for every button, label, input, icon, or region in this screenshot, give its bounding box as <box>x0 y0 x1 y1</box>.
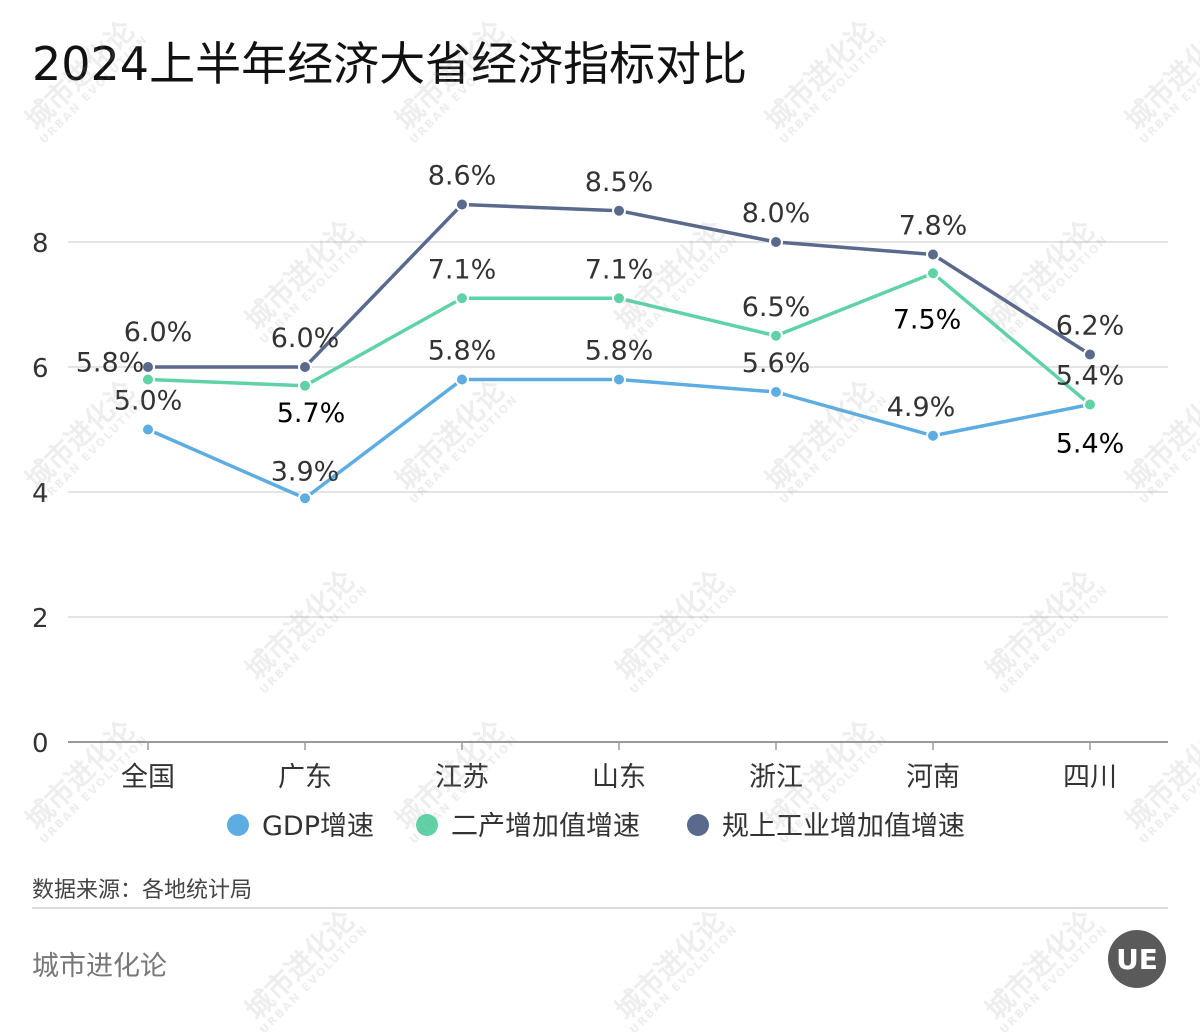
data-label-series-1: 5.0% <box>114 386 183 417</box>
data-point-series-3 <box>141 360 155 374</box>
legend-marker-1 <box>227 814 249 836</box>
data-point-series-3 <box>1083 347 1097 362</box>
data-label-series-1: 5.4% <box>1056 361 1125 392</box>
data-label-series-2: 5.7% <box>277 398 346 429</box>
legend-marker-2 <box>416 814 438 836</box>
legend-label-2: 二产增加值增速 <box>451 811 640 842</box>
data-point-series-2 <box>769 328 783 343</box>
data-label-series-3: 7.8% <box>899 211 968 242</box>
data-point-series-3 <box>769 235 783 249</box>
watermark-text: 城市进化论 URBAN EVOLUTION <box>978 904 1112 1036</box>
line-chart: 0 2 4 6 8 全国 广东 江苏 山东 浙江 河南 四川 5.0% 3.9% 5.8% 5.8% 5.6% 4… <box>32 161 1168 842</box>
data-point-series-1 <box>612 372 626 387</box>
x-tick-label: 全国 <box>121 762 175 793</box>
data-point-series-1 <box>298 491 312 506</box>
x-tick-label: 山东 <box>592 762 646 793</box>
data-point-series-3 <box>926 247 940 262</box>
data-point-series-1 <box>926 428 940 443</box>
y-tick-label: 0 <box>32 729 49 759</box>
brand-name: 城市进化论 <box>32 951 167 982</box>
data-point-series-3 <box>298 360 312 374</box>
watermark-text: 城市进化论 URBAN EVOLUTION <box>238 904 372 1036</box>
data-point-series-2 <box>612 291 626 306</box>
data-label-series-3: 6.0% <box>124 317 193 348</box>
data-point-series-1 <box>455 372 469 387</box>
data-point-series-1 <box>141 422 155 437</box>
watermark-text: 城市进化论 URBAN EVOLUTION <box>608 904 742 1036</box>
data-label-series-2: 5.8% <box>76 348 145 379</box>
data-point-series-3 <box>612 203 626 218</box>
legend-marker-3 <box>687 814 709 836</box>
data-label-series-3: 6.2% <box>1056 311 1125 342</box>
data-label-series-2: 7.1% <box>428 254 497 285</box>
y-tick-label: 8 <box>32 229 49 259</box>
data-label-series-3: 8.6% <box>428 161 497 192</box>
data-source-note: 数据来源：各地统计局 <box>32 878 253 903</box>
legend-label-3: 规上工业增加值增速 <box>722 811 965 842</box>
data-label-series-1: 4.9% <box>887 392 956 423</box>
data-label-series-2: 5.4% <box>1056 429 1125 460</box>
data-point-series-2 <box>455 291 469 306</box>
data-label-series-2: 7.1% <box>585 254 654 285</box>
x-tick-label: 江苏 <box>435 762 489 793</box>
data-label-series-3: 6.0% <box>271 323 340 354</box>
data-label-series-1: 5.6% <box>742 348 811 379</box>
x-tick-label: 浙江 <box>749 762 803 793</box>
data-point-series-1 <box>769 385 783 399</box>
x-tick-label: 四川 <box>1063 762 1117 793</box>
data-point-series-2 <box>298 378 312 393</box>
data-label-series-2: 7.5% <box>893 304 962 335</box>
footer-divider <box>32 907 1168 909</box>
legend-label-1: GDP增速 <box>262 811 374 842</box>
x-tick-label: 广东 <box>278 762 332 793</box>
chart-title: 2024上半年经济大省经济指标对比 <box>32 37 748 91</box>
data-point-series-2 <box>926 266 940 281</box>
data-label-series-1: 5.8% <box>585 336 654 367</box>
data-label-series-1: 5.8% <box>428 336 497 367</box>
data-label-series-1: 3.9% <box>271 456 340 487</box>
y-tick-label: 2 <box>32 604 49 634</box>
y-tick-label: 6 <box>32 354 49 384</box>
data-label-series-2: 6.5% <box>742 292 811 323</box>
data-label-series-3: 8.5% <box>585 167 654 198</box>
data-point-series-3 <box>455 197 469 212</box>
y-tick-label: 4 <box>32 479 49 509</box>
data-label-series-3: 8.0% <box>742 198 811 229</box>
brand-logo-icon: UE <box>1108 930 1166 988</box>
data-point-series-2 <box>1083 397 1097 412</box>
x-tick-label: 河南 <box>906 762 960 793</box>
